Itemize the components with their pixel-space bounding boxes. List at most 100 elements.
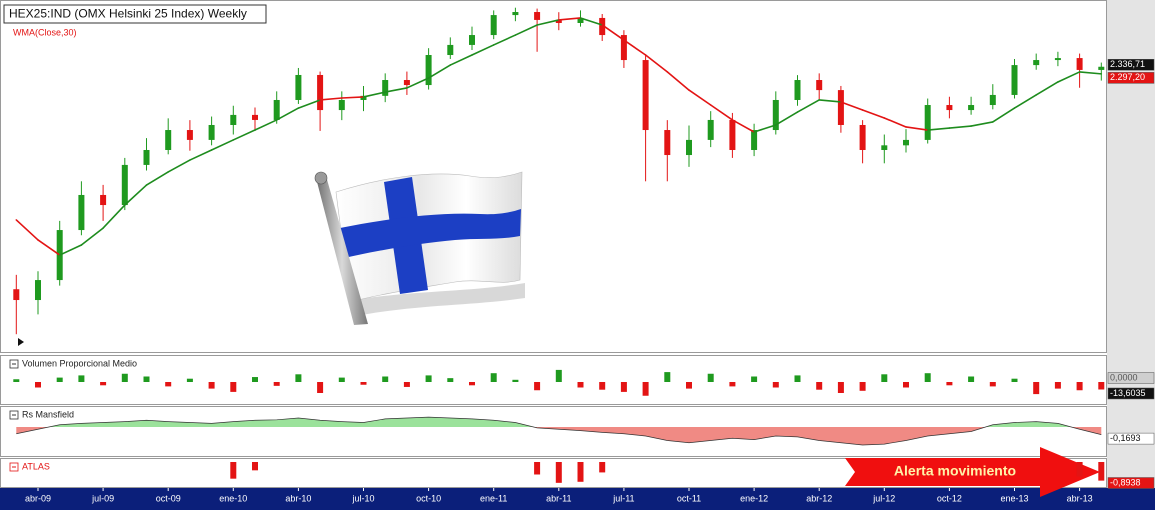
x-tick-label: abr-10: [285, 493, 311, 503]
indicator-bar: [686, 382, 692, 389]
candle-body: [707, 119, 714, 140]
wma-line: [449, 54, 473, 66]
alert-text: Alerta movimiento: [894, 463, 1016, 479]
indicator-bar: [751, 376, 758, 382]
candle-body: [382, 80, 389, 96]
candle-body: [816, 80, 823, 91]
indicator-bar: [599, 462, 606, 473]
candle-body: [686, 139, 692, 156]
candle-body: [751, 130, 758, 150]
wma-line: [275, 107, 300, 121]
panel-title: Rs Mansfield: [22, 409, 74, 419]
wma-line: [37, 239, 61, 256]
indicator-bar: [295, 374, 302, 382]
indicator-bar: [664, 372, 671, 382]
value-label-box: [1107, 477, 1155, 489]
wma-line: [666, 71, 690, 91]
wma-line: [905, 126, 929, 131]
x-tick-label: ene-12: [740, 493, 768, 503]
value-label-box: [1107, 387, 1155, 400]
area-outline: [16, 416, 1102, 446]
indicator-bar: [577, 382, 584, 388]
x-tick-label: abr-12: [806, 493, 832, 503]
indicator-bar: [208, 382, 215, 389]
wma-line: [861, 109, 886, 119]
wma-line: [1013, 94, 1037, 109]
indicator-bar: [577, 462, 584, 482]
wma-line: [796, 99, 821, 113]
value-label-box: [1107, 59, 1155, 71]
wma-line: [210, 139, 235, 151]
indicator-bar: [620, 382, 627, 392]
candle-body: [924, 105, 931, 140]
wma-line: [840, 101, 864, 111]
candle-body: [794, 80, 801, 100]
indicator-bar: [903, 382, 909, 388]
candle-body: [403, 80, 410, 86]
flag-pole-knob: [314, 171, 328, 185]
flag-pole: [316, 176, 368, 325]
candle-body: [317, 74, 324, 111]
candle-body: [555, 19, 562, 23]
wma-line: [731, 119, 755, 133]
indicator-bar: [1011, 378, 1018, 382]
candle-body: [772, 99, 779, 131]
atlas-panel-frame: [0, 458, 1107, 488]
indicator-bar: [772, 382, 779, 388]
indicator-bar: [56, 377, 63, 382]
indicator-bar: [534, 462, 541, 475]
indicator-bar: [534, 382, 541, 391]
candle-body: [512, 12, 519, 16]
candle-body: [35, 280, 41, 301]
candle-body: [1098, 66, 1105, 70]
indicator-bar: [360, 382, 367, 385]
indicator-bar: [186, 378, 193, 382]
candle-body: [13, 289, 20, 301]
wma-line: [189, 149, 213, 161]
indicator-bar: [989, 382, 996, 387]
indicator-bar: [512, 379, 519, 382]
indicator-bar: [1098, 462, 1105, 481]
x-tick-label: oct-12: [937, 493, 962, 503]
x-tick-label: jul-10: [351, 493, 374, 503]
indicator-bar: [273, 382, 280, 386]
value-label: -0,8938: [1110, 477, 1141, 487]
candle-body: [252, 114, 258, 120]
candle-body: [1011, 65, 1018, 95]
candle-body: [208, 124, 215, 140]
wma-line: [774, 111, 799, 126]
indicator-bar: [1033, 382, 1040, 395]
wma-line: [709, 104, 734, 121]
wma-line: [623, 39, 647, 56]
x-axis-band: [0, 488, 1155, 510]
wma-line: [145, 171, 169, 186]
x-tick-label: oct-11: [677, 493, 701, 503]
candle-body: [881, 145, 888, 150]
indicator-bar: [403, 382, 410, 387]
indicator-bar: [338, 377, 345, 382]
x-tick-label: abr-11: [546, 493, 571, 503]
indicator-bar: [35, 382, 41, 388]
candle-body: [447, 44, 454, 56]
indicator-bar: [1076, 462, 1083, 477]
wma-line: [15, 219, 39, 241]
wma-line: [557, 17, 582, 21]
x-tick-label: jul-12: [872, 493, 895, 503]
wma-line: [579, 17, 604, 26]
x-tick-label: oct-10: [416, 493, 441, 503]
area-positive: [16, 417, 1102, 427]
candle-body: [273, 99, 280, 120]
rs-panel-frame: [0, 406, 1107, 457]
wma-line: [232, 129, 256, 141]
wma-line: [536, 19, 560, 26]
indicator-bar: [165, 382, 172, 387]
candle-body: [78, 194, 85, 231]
candle-body: [534, 12, 541, 20]
indicator-bar: [881, 374, 888, 382]
panel-title: Volumen Proporcional Medio: [22, 358, 137, 368]
indicator-bar: [707, 373, 714, 382]
candle-body: [230, 114, 237, 125]
volume-panel-frame: [0, 355, 1107, 405]
indicator-bar: [1098, 382, 1105, 390]
